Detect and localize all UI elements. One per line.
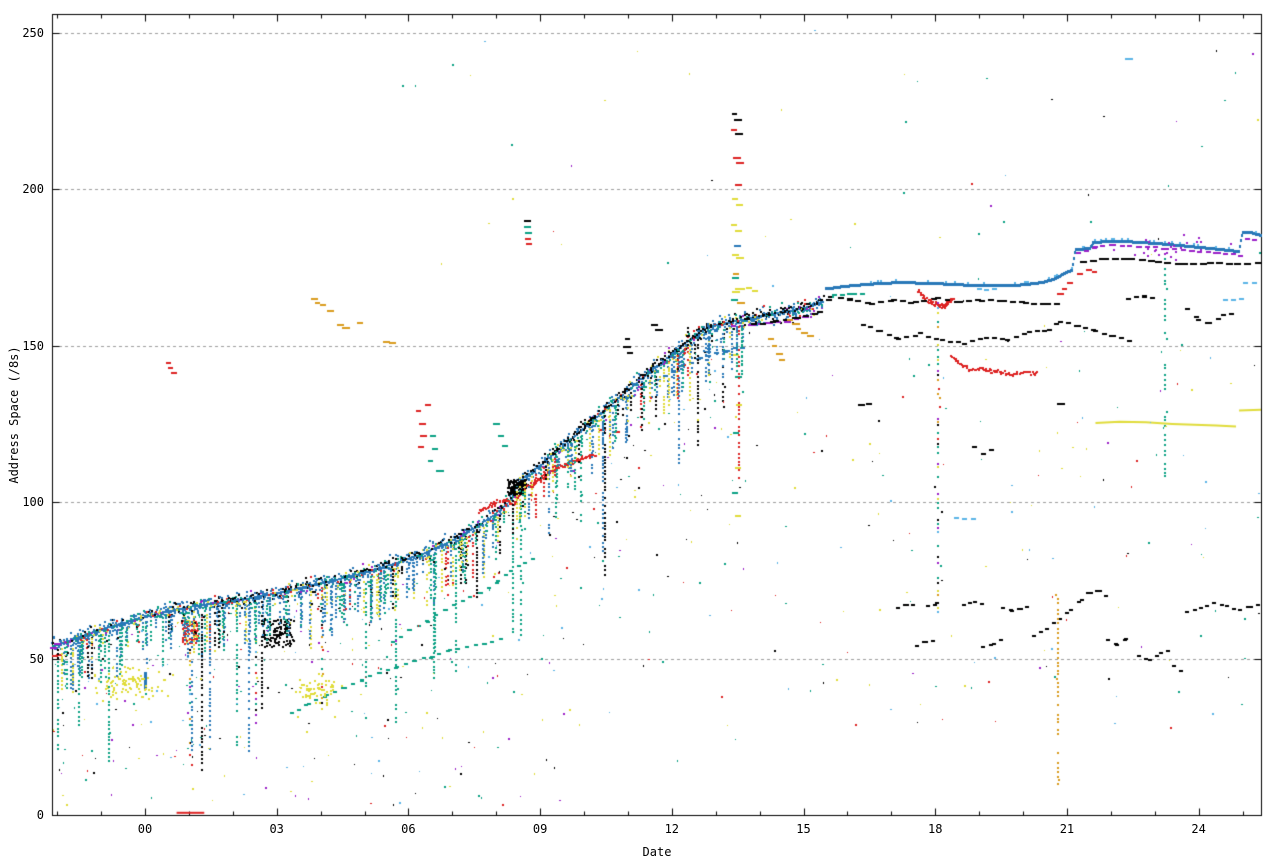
y-tick-label: 100 xyxy=(22,495,44,510)
x-tick-label: 00 xyxy=(137,822,153,836)
x-tick-label: 21 xyxy=(1059,822,1075,836)
y-tick-label: 150 xyxy=(22,338,44,353)
x-tick-label: 15 xyxy=(796,822,811,836)
y-tick-label: 200 xyxy=(22,182,44,197)
x-tick-label: 06 xyxy=(401,822,416,836)
x-tick-label: 12 xyxy=(664,822,680,836)
y-tick-label: 0 xyxy=(36,808,44,822)
x-tick-label: 09 xyxy=(532,822,548,836)
y-axis-label: Address Space (/8s) xyxy=(7,346,21,484)
x-tick-label: 03 xyxy=(269,822,284,836)
x-axis-label: Date xyxy=(642,845,672,859)
x-tick-label: 24 xyxy=(1191,822,1206,836)
x-tick-label: 18 xyxy=(928,822,943,836)
y-tick-label: 250 xyxy=(22,25,44,40)
y-tick-label: 50 xyxy=(29,651,44,666)
